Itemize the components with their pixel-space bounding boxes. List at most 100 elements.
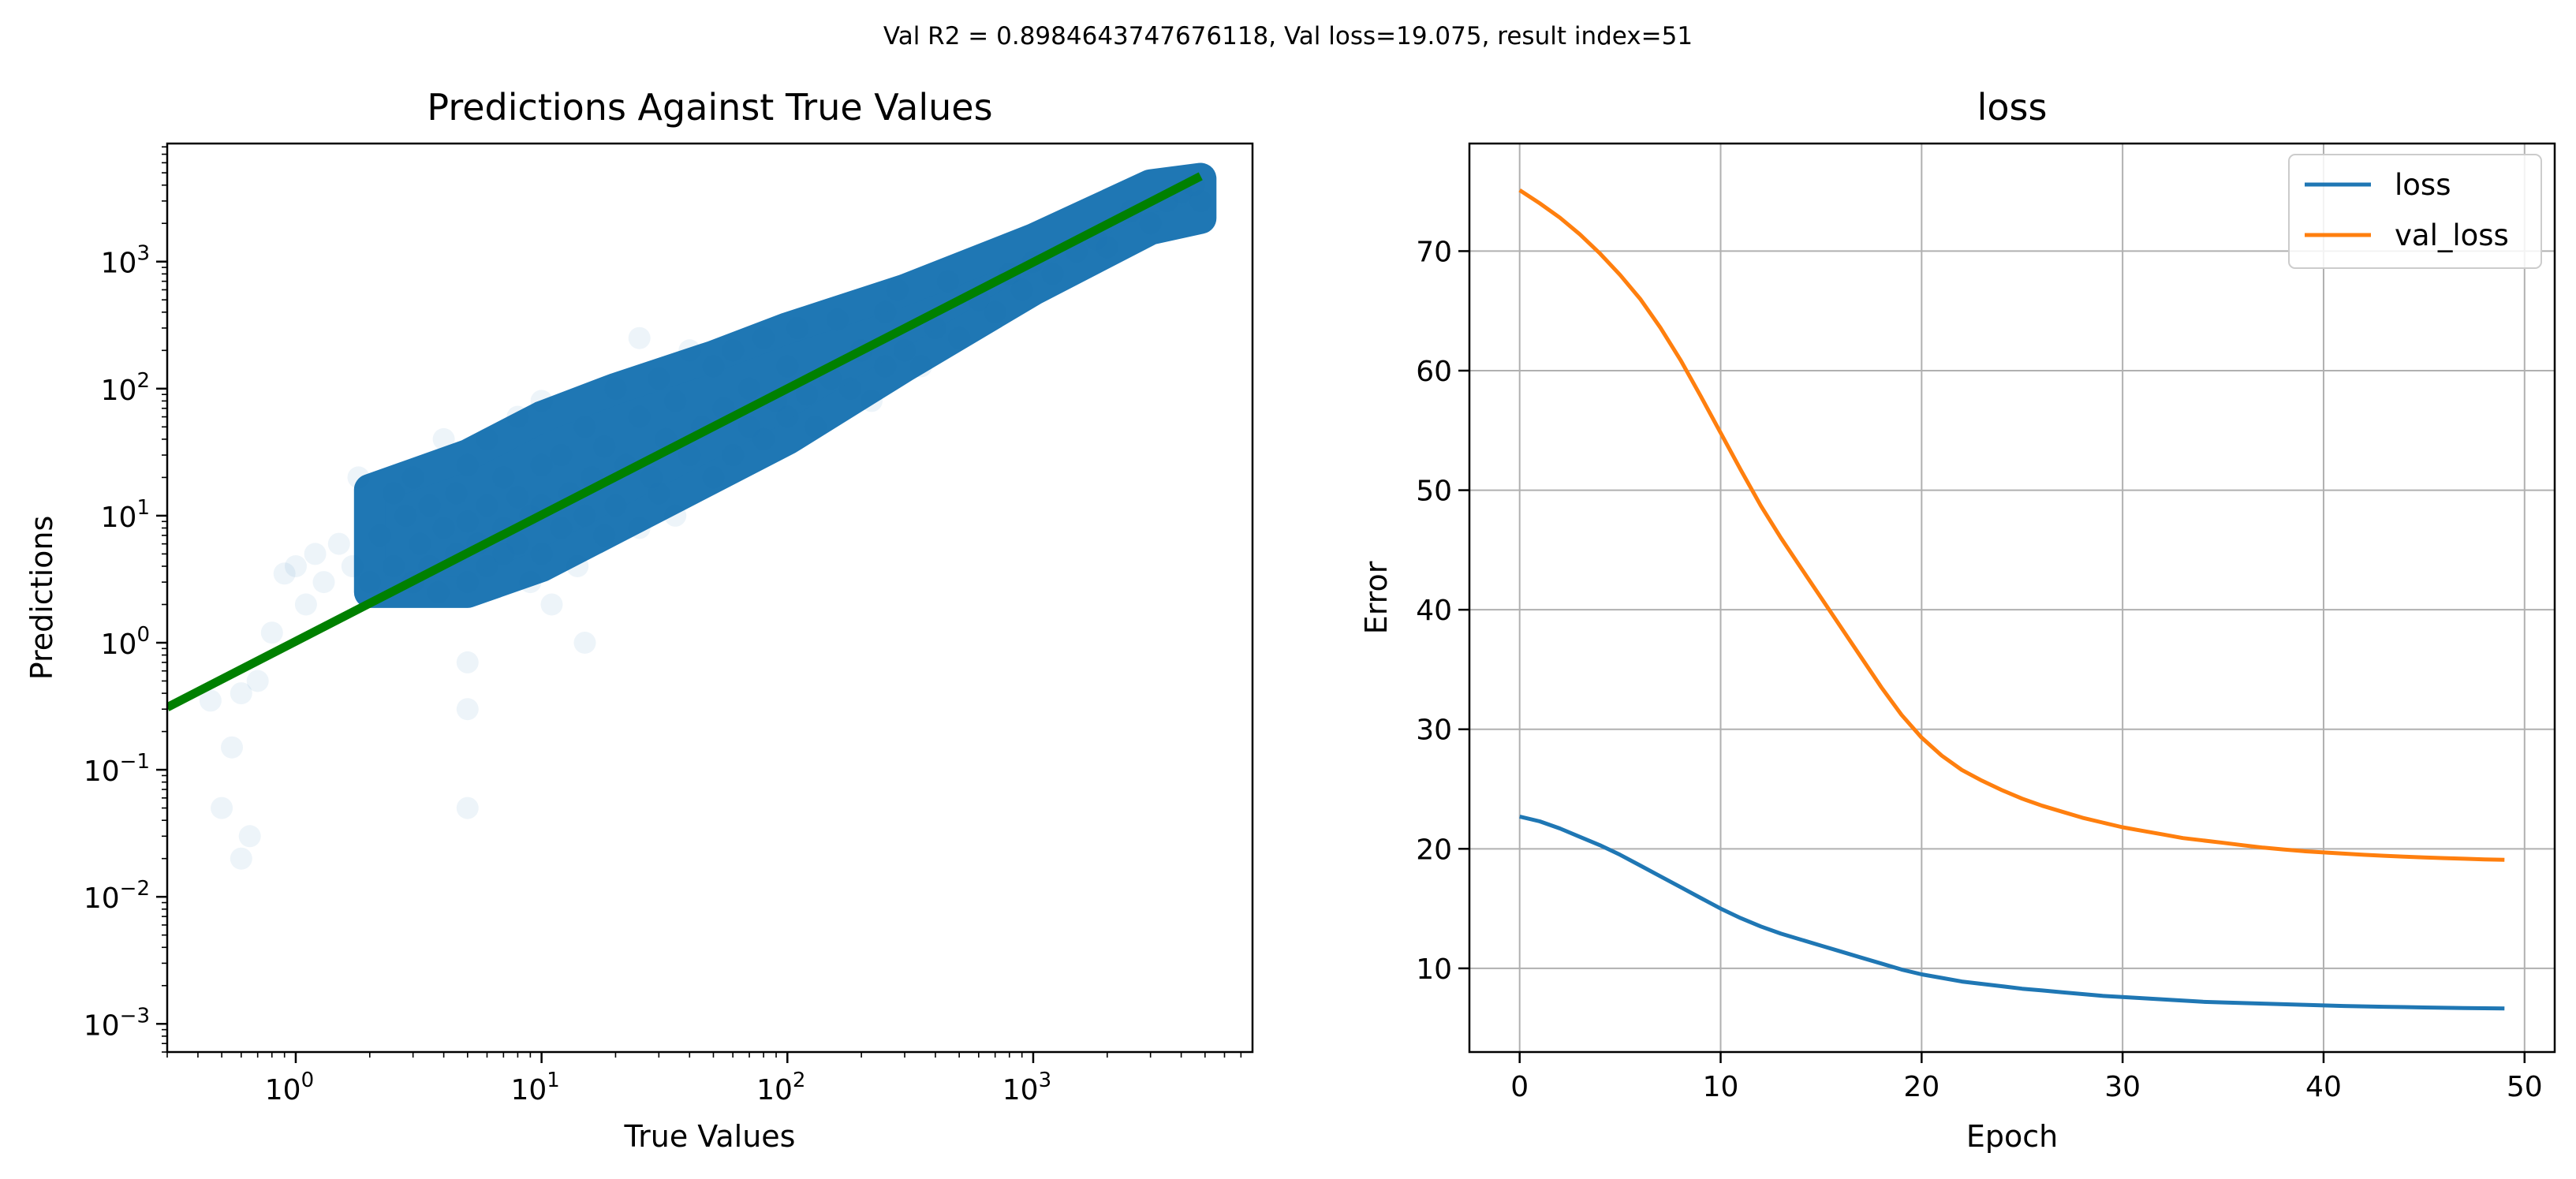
scatter-point [678, 444, 701, 466]
x-tick-label: 10 [1703, 1071, 1739, 1103]
loss-data-layer [1518, 188, 2505, 1011]
scatter-point [593, 524, 616, 547]
scatter-point [936, 270, 959, 293]
scatter-point [432, 517, 455, 539]
scatter-point [924, 317, 946, 339]
loss-ticks: 0 10 20 30 40 50 10 20 30 40 50 60 70 [1416, 236, 2542, 1103]
scatter-point [1010, 278, 1033, 301]
scatter-axes-frame [166, 142, 1254, 1054]
y-tick-label: 40 [1416, 595, 1452, 627]
scatter-point [550, 517, 573, 539]
scatter-point [199, 689, 222, 712]
series-line-val-loss [1518, 188, 2505, 862]
x-tick-label: 101 [510, 1069, 559, 1106]
scatter-point [722, 339, 745, 362]
scatter-point [492, 543, 515, 565]
x-tick-label: 103 [1002, 1069, 1051, 1106]
scatter-point [540, 593, 563, 616]
scatter-point [874, 355, 897, 378]
scatter-point [628, 405, 651, 428]
scatter-ticks: 100 101 102 103 10−3 10−2 10−1 100 101 102 103 [84, 146, 1242, 1106]
scatter-point [530, 543, 553, 565]
scatter-point [456, 651, 479, 673]
y-tick-label: 102 [101, 369, 150, 407]
scatter-point [285, 555, 307, 577]
loss-title: loss [1977, 86, 2048, 129]
scatter-point [312, 571, 335, 594]
scatter-point [722, 444, 745, 466]
scatter-point [573, 416, 596, 438]
y-tick-label: 100 [101, 623, 150, 661]
loss-axes-frame [1468, 142, 2556, 1054]
scatter-point [1189, 189, 1212, 212]
x-tick-label: 40 [2305, 1071, 2342, 1103]
scatter-point [786, 317, 809, 339]
y-tick-label: 10−3 [84, 1004, 150, 1042]
scatter-point [573, 504, 596, 527]
y-tick-label: 10 [1416, 953, 1452, 986]
loss-y-axis-label: Error [1359, 561, 1394, 634]
y-tick-label: 10−1 [84, 750, 150, 788]
scatter-point [401, 466, 424, 489]
scatter-point [1041, 263, 1064, 285]
legend-label-val-loss: val_loss [2395, 218, 2509, 252]
scatter-plot-area [167, 144, 1253, 1052]
scatter-point [432, 427, 455, 450]
scatter-x-axis-label: True Values [624, 1119, 796, 1154]
scatter-point [909, 355, 932, 378]
loss-grid [1469, 144, 2555, 1052]
x-tick-label: 30 [2104, 1071, 2141, 1103]
scatter-point [358, 571, 381, 594]
scatter-point [230, 682, 252, 705]
scatter-point [519, 571, 542, 594]
scatter-point [573, 632, 596, 654]
scatter-point [664, 390, 687, 412]
legend-label-loss: loss [2395, 168, 2451, 202]
scatter-title: Predictions Against True Values [427, 86, 992, 129]
scatter-point [327, 532, 350, 555]
scatter-point [628, 326, 651, 349]
x-tick-label: 50 [2507, 1071, 2543, 1103]
scatter-point [886, 278, 909, 301]
scatter-point [294, 593, 317, 616]
x-tick-label: 20 [1903, 1071, 1939, 1103]
scatter-point [418, 494, 441, 517]
scatter-point [874, 300, 897, 323]
fit-line [167, 172, 1203, 711]
scatter-point [776, 355, 799, 378]
scatter-point [604, 494, 627, 517]
scatter-point [456, 797, 479, 819]
scatter-point [738, 377, 760, 400]
loss-plot-area [1469, 144, 2555, 1052]
scatter-point [984, 300, 1006, 323]
scatter-point [702, 355, 725, 378]
x-tick-label: 100 [265, 1069, 314, 1106]
y-tick-label: 60 [1416, 356, 1452, 388]
y-tick-label: 101 [101, 496, 150, 534]
scatter-point [476, 555, 498, 577]
y-tick-label: 20 [1416, 834, 1452, 866]
y-tick-label: 70 [1416, 236, 1452, 268]
scatter-point [640, 466, 663, 489]
scatter-point [530, 453, 553, 476]
scatter-point [492, 466, 515, 489]
loss-legend: loss val_loss [2288, 154, 2542, 269]
scatter-point [664, 504, 687, 527]
scatter-point [593, 435, 616, 458]
y-tick-label: 103 [101, 242, 150, 280]
scatter-point [445, 482, 468, 505]
y-tick-label: 30 [1416, 714, 1452, 747]
scatter-point [383, 555, 405, 577]
scatter-point [648, 482, 670, 505]
scatter-point [476, 494, 498, 517]
scatter-point [702, 466, 725, 489]
scatter-point [1096, 236, 1118, 259]
scatter-point [368, 524, 391, 547]
scatter-point [826, 308, 849, 331]
scatter-point [394, 504, 417, 527]
x-tick-label: 0 [1510, 1071, 1529, 1103]
loss-axes: 0 10 20 30 40 50 10 20 30 40 50 60 70 loss Epoch Err… [1359, 86, 2556, 1154]
scatter-point [341, 555, 364, 577]
y-tick-label: 50 [1416, 476, 1452, 508]
